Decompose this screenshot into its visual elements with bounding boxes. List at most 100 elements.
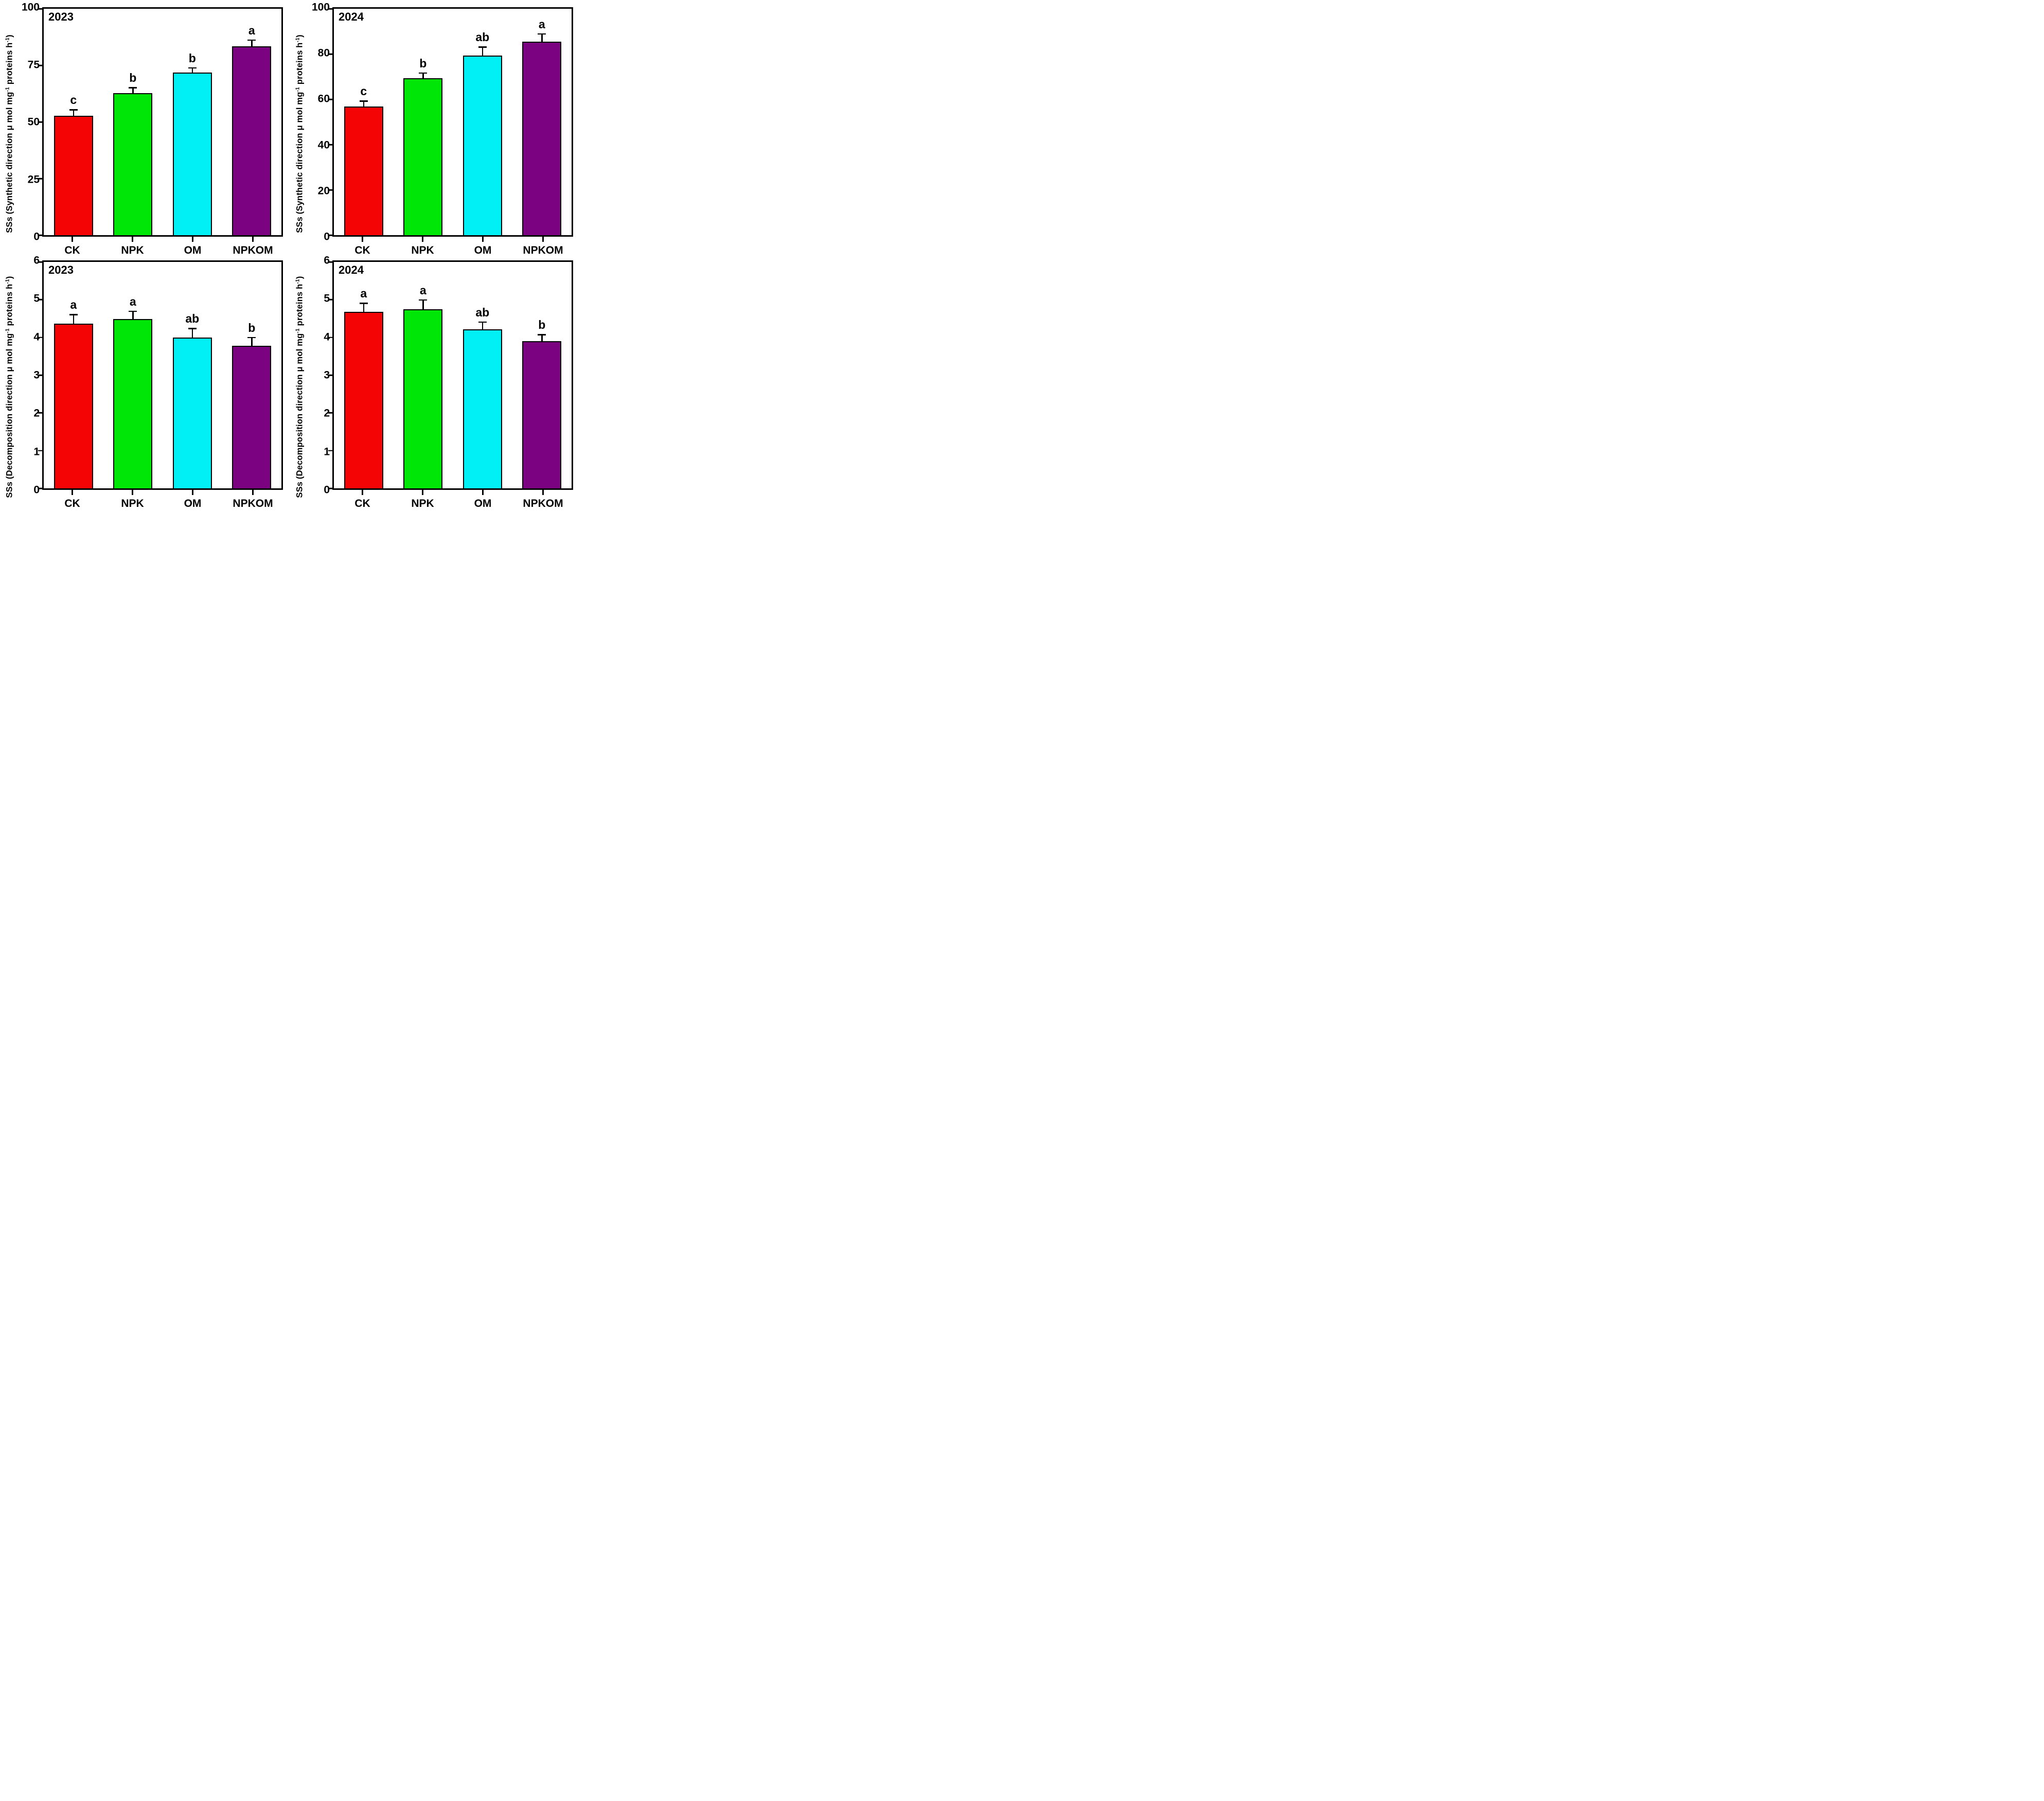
x-tick-mark-NPKOM [542,490,544,495]
y-tick-label-2: 2 [33,407,40,419]
x-category-label-NPK: NPK [121,244,144,256]
y-axis-label-segment: proteins h [5,42,14,87]
sig-letter-CK: c [70,93,77,107]
year-label: 2023 [48,263,74,276]
x-tick-mark-NPK [422,237,423,242]
y-tick-label-0: 0 [33,484,40,496]
x-category-label-CK: CK [64,498,80,509]
bar-NPKOM [232,345,272,488]
error-bar-cap-NPKOM [247,337,256,339]
y-tick-label-column: 0 25 50 75 100 [19,2,42,260]
year-label: 2024 [339,263,364,276]
x-tick-mark-OM [192,237,193,242]
sig-letter-NPKOM: a [248,23,255,37]
y-axis-label-superscript: -1 [295,328,301,333]
y-tick-mark-5 [38,299,44,301]
bar-OM [463,329,502,488]
y-tick-mark-5 [328,299,334,301]
x-category-label-NPK: NPK [411,498,434,509]
error-bar-cap-CK [69,314,78,315]
x-category-label-OM: OM [184,244,202,256]
sig-letter-NPK: b [129,71,137,85]
y-axis-label: SSs (Synthetic direction μ mol mg-1 prot… [5,34,15,233]
y-tick-mark-1 [38,450,44,451]
bar-NPKOM [232,46,272,235]
plot-area: 2024 a a ab b [328,260,573,490]
y-tick-mark-0 [328,234,334,236]
y-axis-label-segment: SSs (Decomposition direction μ mol mg [295,333,305,498]
error-bar-cap-NPK [419,299,428,301]
x-category-label-NPKOM: NPKOM [233,498,273,509]
y-tick-mark-4 [328,337,334,338]
y-axis-label-segment: proteins h [295,42,305,87]
sig-letter-NPKOM: a [538,17,545,31]
y-tick-label-6: 6 [324,254,330,267]
sig-letter-OM: ab [475,305,490,319]
y-tick-mark-6 [38,261,44,263]
y-tick-label-0: 0 [324,484,330,496]
error-bar-whisker-OM [191,328,193,338]
y-axis-label-segment: SSs (Synthetic direction μ mol mg [5,92,14,233]
x-category-label-NPKOM: NPKOM [523,244,563,256]
y-tick-labels: 0 25 50 75 100 [19,2,42,242]
plot-area: 2023 c b b a [38,7,283,237]
error-bar-cap-OM [478,46,487,48]
x-category-label-NPK: NPK [411,244,434,256]
bar-NPK [403,78,443,235]
y-axis-label-superscript: -1 [295,279,301,284]
x-category-label-CK: CK [64,244,80,256]
x-tick-mark-NPKOM [542,237,544,242]
y-axis-label-superscript: -1 [5,86,11,92]
x-tick-mark-NPK [132,490,133,495]
error-bar-cap-OM [188,328,197,329]
bar-CK [54,115,93,235]
y-tick-mark-0 [38,234,44,236]
year-label: 2023 [48,10,74,23]
y-tick-label-50: 50 [27,116,40,128]
y-axis-label-superscript: -1 [295,86,301,92]
y-tick-label-80: 80 [317,47,330,59]
y-axis-label-segment: proteins h [5,284,14,329]
error-bar-cap-CK [69,109,78,111]
y-tick-mark-0 [328,487,334,489]
y-tick-mark-0 [38,487,44,489]
y-tick-mark-1 [328,450,334,451]
error-bar-whisker-CK [363,303,364,312]
y-tick-label-4: 4 [324,331,330,343]
y-axis-label-superscript: -1 [5,37,11,43]
sig-letter-NPKOM: b [248,321,256,334]
four-panel-bar-chart-figure: SSs (Synthetic direction μ mol mg-1 prot… [0,0,584,515]
y-axis-label-column: SSs (Decomposition direction μ mol mg-1 … [1,260,19,514]
error-bar-whisker-CK [73,314,74,324]
y-tick-label-6: 6 [33,254,40,267]
sig-letter-NPKOM: b [538,318,546,332]
y-tick-label-25: 25 [27,173,40,185]
plot-area: 2023 a a ab b [38,260,283,490]
x-tick-mark-OM [482,490,484,495]
x-category-label-OM: OM [474,244,492,256]
error-bar-cap-NPK [129,310,137,312]
error-bar-whisker-OM [191,67,193,73]
bar-OM [172,72,212,235]
y-tick-mark-3 [38,374,44,376]
x-axis-labels: CK NPK OM NPKOM [42,237,283,260]
y-tick-mark-75 [38,64,44,66]
sig-letter-CK: c [360,84,367,98]
y-tick-label-1: 1 [324,446,330,458]
bar-OM [463,55,502,235]
bar-CK [54,324,93,488]
y-tick-label-4: 4 [33,331,40,343]
error-bar-cap-NPK [129,87,137,89]
sig-letter-OM: ab [185,312,200,326]
y-axis-label-column: SSs (Synthetic direction μ mol mg-1 prot… [1,7,19,260]
y-axis-label: SSs (Synthetic direction μ mol mg-1 prot… [295,34,305,233]
x-tick-mark-OM [192,490,193,495]
y-tick-label-5: 5 [33,292,40,305]
y-tick-label-column: 0 20 40 60 80 100 [309,2,332,260]
sig-letter-OM: b [188,51,196,65]
error-bar-whisker-OM [482,321,483,329]
error-bar-cap-NPKOM [538,334,546,336]
x-category-label-CK: CK [354,244,370,256]
error-bar-cap-CK [359,100,368,102]
y-tick-mark-25 [38,178,44,180]
